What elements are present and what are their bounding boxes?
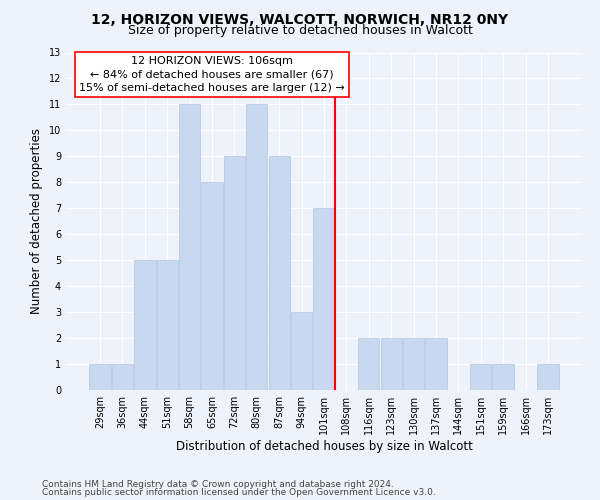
Bar bbox=[470, 364, 491, 390]
Bar bbox=[537, 364, 559, 390]
Bar bbox=[246, 104, 268, 390]
Text: 12, HORIZON VIEWS, WALCOTT, NORWICH, NR12 0NY: 12, HORIZON VIEWS, WALCOTT, NORWICH, NR1… bbox=[91, 12, 509, 26]
Text: Contains HM Land Registry data © Crown copyright and database right 2024.: Contains HM Land Registry data © Crown c… bbox=[42, 480, 394, 489]
Text: 12 HORIZON VIEWS: 106sqm
← 84% of detached houses are smaller (67)
15% of semi-d: 12 HORIZON VIEWS: 106sqm ← 84% of detach… bbox=[79, 56, 345, 93]
Y-axis label: Number of detached properties: Number of detached properties bbox=[30, 128, 43, 314]
Bar bbox=[112, 364, 133, 390]
Bar bbox=[224, 156, 245, 390]
X-axis label: Distribution of detached houses by size in Walcott: Distribution of detached houses by size … bbox=[176, 440, 472, 452]
Bar bbox=[493, 364, 514, 390]
Bar bbox=[425, 338, 446, 390]
Bar bbox=[157, 260, 178, 390]
Text: Contains public sector information licensed under the Open Government Licence v3: Contains public sector information licen… bbox=[42, 488, 436, 497]
Bar bbox=[269, 156, 290, 390]
Bar bbox=[403, 338, 424, 390]
Bar bbox=[179, 104, 200, 390]
Bar bbox=[291, 312, 312, 390]
Bar bbox=[89, 364, 111, 390]
Bar bbox=[134, 260, 155, 390]
Bar bbox=[380, 338, 402, 390]
Text: Size of property relative to detached houses in Walcott: Size of property relative to detached ho… bbox=[128, 24, 472, 37]
Bar bbox=[358, 338, 379, 390]
Bar bbox=[313, 208, 335, 390]
Bar bbox=[202, 182, 223, 390]
